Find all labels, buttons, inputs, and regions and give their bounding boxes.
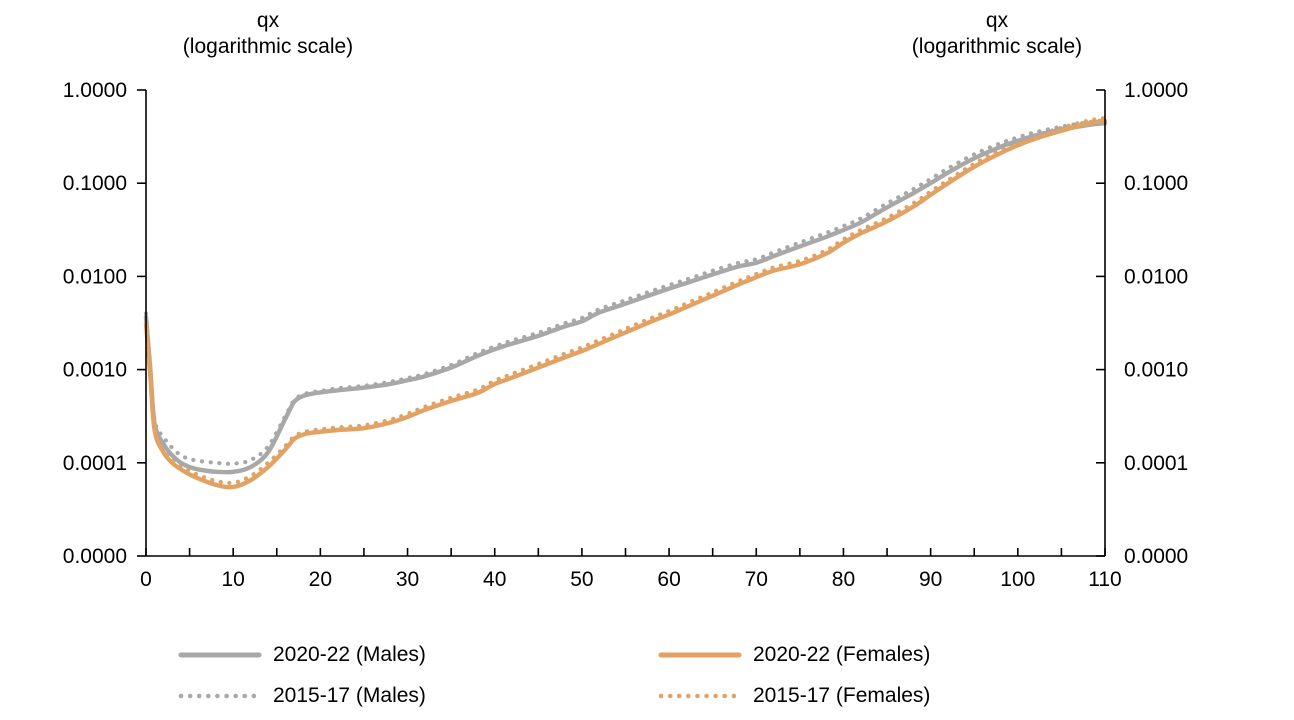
x-tick-label: 70 bbox=[745, 568, 768, 591]
legend-label: 2020-22 (Males) bbox=[273, 643, 426, 666]
x-tick-label: 0 bbox=[140, 568, 152, 591]
legend-swatch-solid-grey bbox=[178, 652, 262, 658]
series-line-2015-17-males bbox=[143, 118, 1108, 466]
y-tick-label-right: 0.0100 bbox=[1124, 265, 1188, 288]
x-tick-label: 90 bbox=[919, 568, 942, 591]
x-tick-label: 50 bbox=[570, 568, 593, 591]
legend-label: 2015-17 (Females) bbox=[753, 684, 931, 707]
y-tick-label-right: 0.0010 bbox=[1124, 359, 1188, 382]
x-tick-label: 30 bbox=[396, 568, 419, 591]
y-tick-label-left: 0.0100 bbox=[63, 265, 127, 288]
y-tick-label-right: 0.0001 bbox=[1124, 452, 1188, 475]
legend-label: 2015-17 (Males) bbox=[273, 684, 426, 707]
right-axis-title-line2: (logarithmic scale) bbox=[911, 35, 1083, 58]
legend-swatch-solid-orange bbox=[658, 652, 742, 658]
y-tick-label-left: 0.0001 bbox=[63, 452, 127, 475]
legend-label: 2020-22 (Females) bbox=[753, 643, 931, 666]
y-tick-label-left: 1.0000 bbox=[63, 79, 127, 102]
left-axis-title-line1: qx bbox=[256, 9, 280, 32]
x-tick-label: 20 bbox=[309, 568, 332, 591]
right-axis-title: qx (logarithmic scale) bbox=[877, 8, 1117, 60]
legend-item-2020-22-females: 2020-22 (Females) bbox=[658, 643, 931, 666]
legend-item-2015-17-males: 2015-17 (Males) bbox=[178, 684, 426, 707]
y-tick-label-right: 0.1000 bbox=[1124, 172, 1188, 195]
x-tick-label: 110 bbox=[1088, 568, 1121, 591]
y-tick-label-left: 0.1000 bbox=[63, 172, 127, 195]
legend-item-2015-17-females: 2015-17 (Females) bbox=[658, 684, 931, 707]
x-tick-label: 60 bbox=[657, 568, 680, 591]
legend-swatch-dotted-orange bbox=[658, 693, 742, 699]
x-tick-label: 100 bbox=[1000, 568, 1035, 591]
series-line-2015-17-females bbox=[143, 116, 1108, 486]
legend-swatch-dotted-grey bbox=[178, 693, 262, 699]
right-axis-title-line1: qx bbox=[985, 9, 1009, 32]
y-tick-label-right: 1.0000 bbox=[1124, 79, 1188, 102]
series-line-2020-22-males bbox=[143, 121, 1108, 475]
left-axis-title: qx (logarithmic scale) bbox=[148, 8, 388, 60]
series-line-2020-22-females bbox=[143, 118, 1108, 490]
legend-item-2020-22-males: 2020-22 (Males) bbox=[178, 643, 426, 666]
y-tick-label-left: 0.0010 bbox=[63, 359, 127, 382]
x-tick-label: 10 bbox=[222, 568, 245, 591]
x-tick-label: 80 bbox=[832, 568, 855, 591]
x-tick-label: 40 bbox=[483, 568, 506, 591]
y-tick-label-left: 0.0000 bbox=[63, 545, 127, 568]
y-tick-label-right: 0.0000 bbox=[1124, 545, 1188, 568]
left-axis-title-line2: (logarithmic scale) bbox=[182, 35, 354, 58]
